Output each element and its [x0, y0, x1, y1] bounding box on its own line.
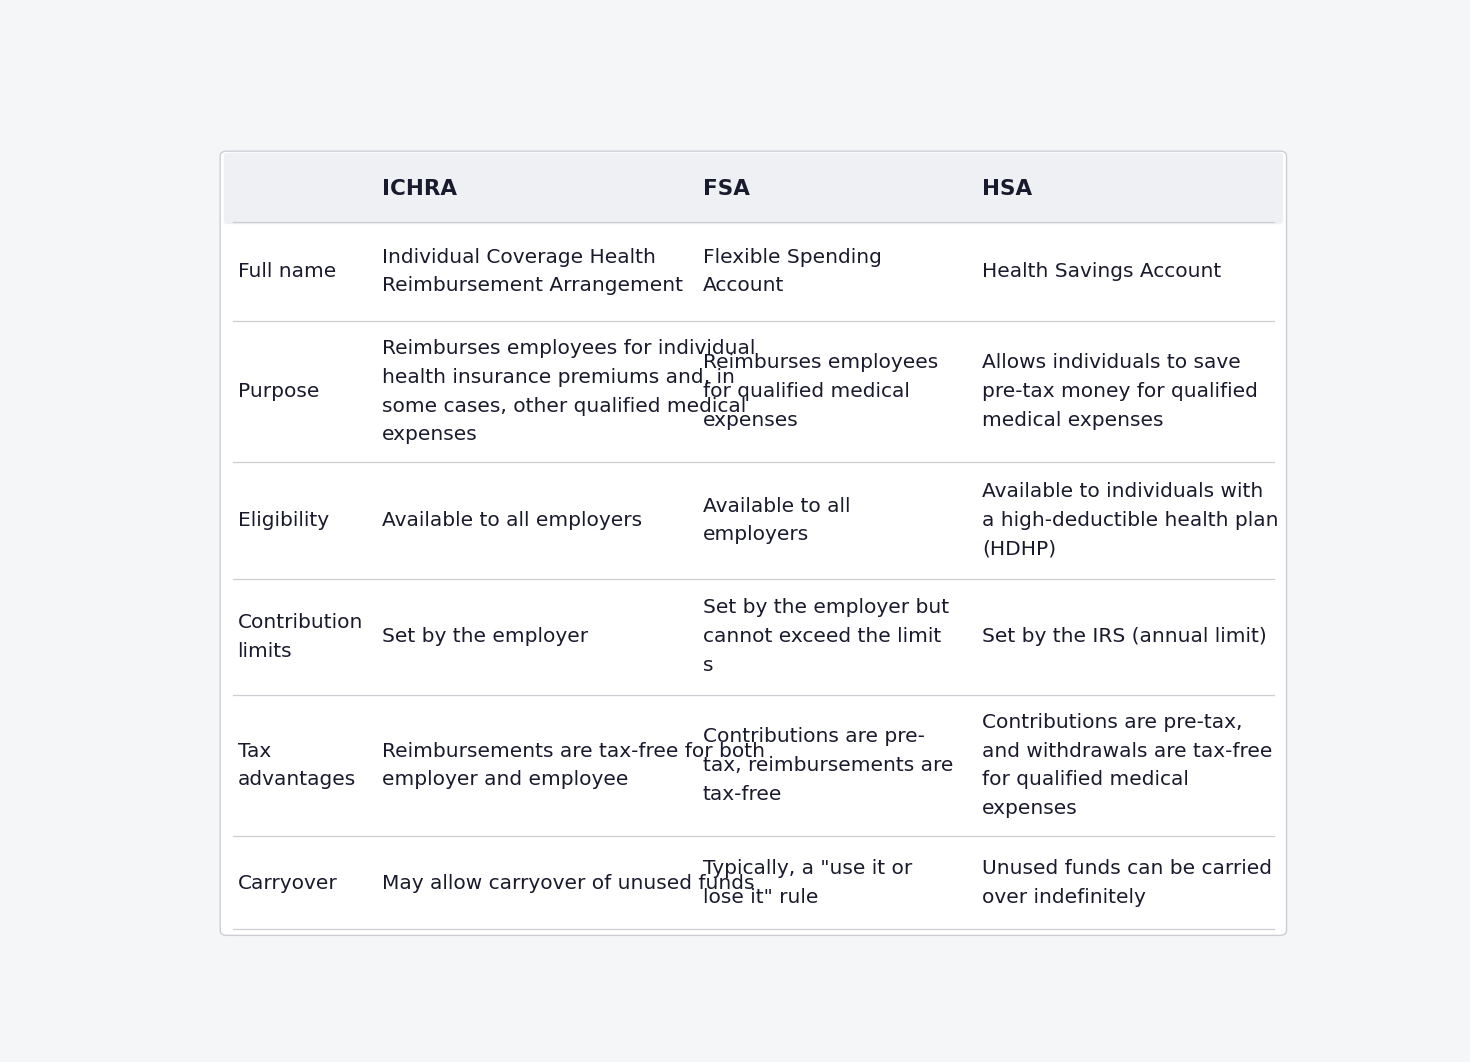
- Text: ICHRA: ICHRA: [382, 178, 457, 199]
- Text: Typically, a "use it or
lose it" rule: Typically, a "use it or lose it" rule: [703, 859, 911, 907]
- Text: Reimburses employees
for qualified medical
expenses: Reimburses employees for qualified medic…: [703, 354, 938, 430]
- Text: Carryover: Carryover: [238, 874, 337, 893]
- Text: Set by the IRS (annual limit): Set by the IRS (annual limit): [982, 628, 1267, 646]
- Text: Tax
advantages: Tax advantages: [238, 741, 356, 789]
- Text: Available to all employers: Available to all employers: [382, 511, 642, 530]
- Text: Set by the employer: Set by the employer: [382, 628, 588, 646]
- FancyBboxPatch shape: [220, 151, 1286, 936]
- Text: Reimbursements are tax-free for both
employer and employee: Reimbursements are tax-free for both emp…: [382, 741, 764, 789]
- Text: Flexible Spending
Account: Flexible Spending Account: [703, 247, 882, 295]
- Text: Set by the employer but
cannot exceed the limit
s: Set by the employer but cannot exceed th…: [703, 599, 950, 675]
- Text: HSA: HSA: [982, 178, 1032, 199]
- Text: Full name: Full name: [238, 262, 335, 280]
- Text: Eligibility: Eligibility: [238, 511, 329, 530]
- Text: May allow carryover of unused funds: May allow carryover of unused funds: [382, 874, 754, 893]
- Text: Health Savings Account: Health Savings Account: [982, 262, 1222, 280]
- Text: Unused funds can be carried
over indefinitely: Unused funds can be carried over indefin…: [982, 859, 1272, 907]
- FancyBboxPatch shape: [223, 153, 1283, 224]
- Text: Available to individuals with
a high-deductible health plan
(HDHP): Available to individuals with a high-ded…: [982, 482, 1279, 559]
- Text: Contributions are pre-
tax, reimbursements are
tax-free: Contributions are pre- tax, reimbursemen…: [703, 727, 953, 804]
- Text: Allows individuals to save
pre-tax money for qualified
medical expenses: Allows individuals to save pre-tax money…: [982, 354, 1258, 430]
- Text: Contributions are pre-tax,
and withdrawals are tax-free
for qualified medical
ex: Contributions are pre-tax, and withdrawa…: [982, 713, 1272, 818]
- Text: Purpose: Purpose: [238, 382, 319, 401]
- Text: FSA: FSA: [703, 178, 750, 199]
- Text: Individual Coverage Health
Reimbursement Arrangement: Individual Coverage Health Reimbursement…: [382, 247, 682, 295]
- Text: Contribution
limits: Contribution limits: [238, 613, 363, 661]
- Text: Reimburses employees for individual
health insurance premiums and, in
some cases: Reimburses employees for individual heal…: [382, 339, 756, 444]
- Text: Available to all
employers: Available to all employers: [703, 497, 850, 545]
